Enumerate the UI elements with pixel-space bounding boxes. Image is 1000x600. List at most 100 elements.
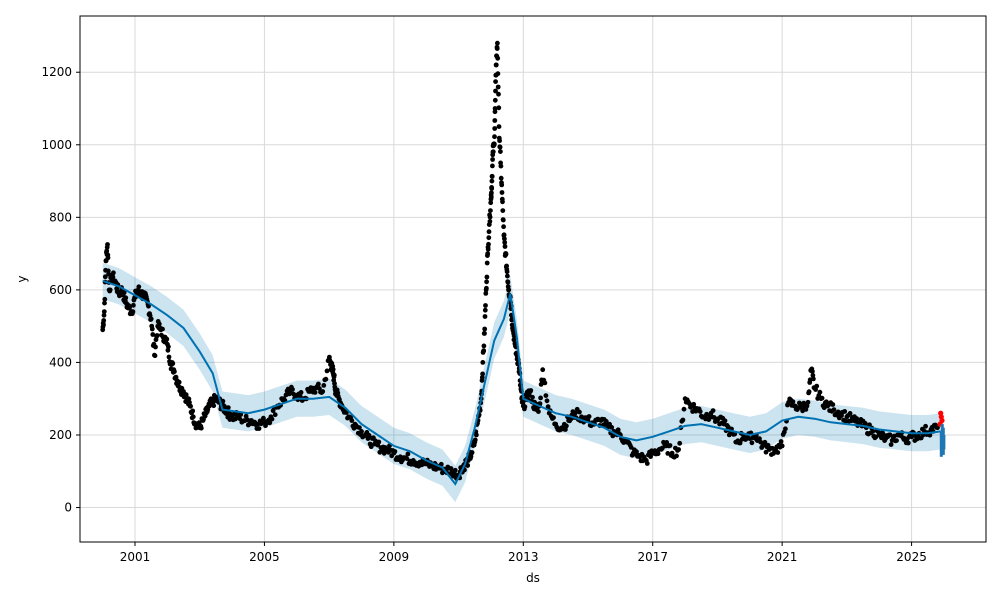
- observed-point: [349, 418, 355, 423]
- observed-point: [136, 284, 142, 290]
- observed-point: [110, 274, 116, 280]
- x-axis-title: ds: [526, 571, 540, 585]
- observed-point: [368, 444, 374, 450]
- observed-point: [166, 354, 172, 360]
- observed-point: [909, 434, 914, 440]
- observed-point: [504, 269, 510, 275]
- observed-point: [490, 157, 495, 162]
- observed-point: [503, 251, 509, 257]
- observed-point: [130, 309, 136, 315]
- observed-point: [357, 425, 362, 430]
- x-tick-label: 2009: [379, 550, 410, 564]
- x-tick-label: 2013: [508, 550, 539, 564]
- observed-point: [489, 174, 495, 179]
- observed-point: [487, 214, 493, 220]
- observed-point: [609, 425, 615, 430]
- observed-point: [376, 439, 382, 445]
- observed-point: [564, 423, 569, 429]
- observed-point: [495, 71, 501, 77]
- observed-point: [806, 389, 812, 395]
- observed-point: [545, 404, 551, 410]
- x-tick-label: 2017: [637, 550, 668, 564]
- observed-point: [267, 420, 273, 426]
- observed-point: [779, 443, 785, 449]
- observed-point: [634, 449, 639, 455]
- observed-point: [492, 118, 498, 123]
- observed-point: [543, 393, 549, 398]
- observed-point: [704, 411, 709, 417]
- observed-point: [831, 407, 837, 412]
- observed-point: [488, 208, 493, 214]
- recent-point: [939, 417, 945, 424]
- observed-point: [674, 453, 679, 459]
- observed-point: [664, 440, 670, 445]
- observed-point: [817, 389, 823, 395]
- observed-point: [502, 240, 508, 245]
- observed-point: [551, 415, 556, 420]
- observed-point: [677, 440, 683, 446]
- observed-point: [101, 322, 106, 328]
- observed-point: [862, 420, 868, 426]
- observed-point: [317, 386, 322, 391]
- observed-point: [496, 91, 501, 97]
- observed-point: [154, 333, 160, 338]
- observed-point: [496, 105, 502, 111]
- observed-point: [538, 395, 543, 401]
- observed-point: [923, 423, 928, 429]
- observed-point: [572, 410, 578, 416]
- observed-point: [497, 144, 503, 150]
- observed-point: [480, 360, 486, 365]
- observed-point: [763, 449, 769, 455]
- observed-point: [542, 380, 548, 386]
- observed-point: [511, 337, 517, 343]
- observed-point: [489, 178, 495, 184]
- x-tick-label: 2021: [767, 550, 798, 564]
- observed-point: [474, 432, 479, 438]
- observed-point: [615, 427, 621, 433]
- observed-point: [331, 372, 337, 378]
- observed-point: [493, 79, 498, 84]
- observed-point: [544, 398, 550, 404]
- observed-point: [500, 217, 506, 223]
- observed-point: [655, 451, 661, 457]
- observed-point: [469, 450, 475, 455]
- observed-point: [452, 467, 458, 473]
- observed-point: [492, 126, 498, 131]
- observed-point: [392, 449, 398, 454]
- observed-point: [190, 414, 196, 420]
- grid-lines: [80, 16, 986, 542]
- observed-point: [472, 437, 478, 443]
- observed-point: [330, 367, 336, 372]
- observed-point: [495, 55, 501, 61]
- observed-point: [501, 232, 507, 238]
- observed-point: [492, 97, 498, 103]
- observed-point: [298, 390, 304, 395]
- observed-point: [778, 439, 784, 444]
- observed-point: [220, 398, 226, 404]
- observed-point: [499, 182, 505, 188]
- observed-point: [153, 344, 158, 350]
- observed-point: [121, 290, 127, 295]
- observed-point: [586, 414, 592, 419]
- observed-point: [495, 40, 500, 46]
- observed-point: [486, 241, 491, 247]
- y-tick-label: 1000: [41, 138, 72, 152]
- observed-point: [504, 263, 509, 269]
- observed-point: [502, 236, 507, 242]
- observed-point: [101, 312, 107, 318]
- observed-point: [405, 451, 411, 457]
- observed-point: [483, 291, 489, 296]
- observed-point: [104, 248, 110, 254]
- observed-point: [156, 321, 162, 327]
- observed-point: [269, 416, 275, 422]
- observed-point: [528, 388, 534, 393]
- observed-point: [710, 408, 716, 413]
- observed-point: [749, 440, 755, 446]
- observed-point: [324, 368, 330, 374]
- observed-point: [540, 367, 546, 373]
- observed-point: [484, 285, 489, 291]
- observed-point: [810, 369, 815, 374]
- y-axis: 0 200 400 600 800 1000 1200: [41, 65, 80, 515]
